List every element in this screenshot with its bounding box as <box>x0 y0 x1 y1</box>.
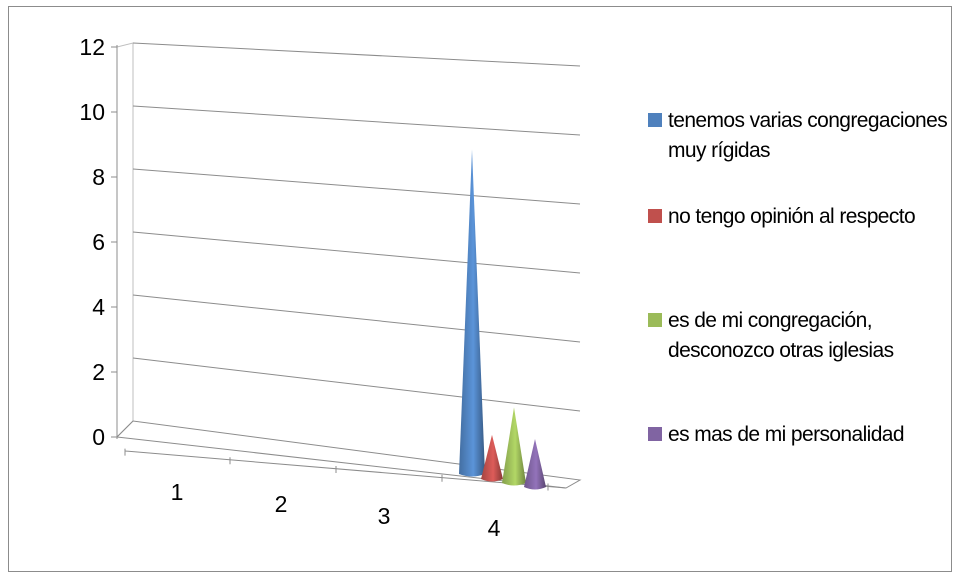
y-tick-label: 6 <box>92 229 105 255</box>
y-tick-label: 0 <box>92 424 105 450</box>
y-tick-label: 10 <box>79 99 105 125</box>
chart-frame <box>8 6 952 572</box>
legend-swatch-series-3 <box>648 313 662 327</box>
y-tick-label: 8 <box>92 164 105 190</box>
gridline <box>132 105 581 136</box>
y-tick-label: 4 <box>92 294 105 320</box>
floor <box>115 420 582 489</box>
gridline <box>132 357 581 412</box>
cone-series-1 <box>459 149 485 477</box>
legend-item-series-1: tenemos varias congregaciones muy rígida… <box>648 106 948 166</box>
y-tick-label: 12 <box>79 34 105 60</box>
legend-swatch-series-1 <box>648 113 662 127</box>
legend-label-series-2: no tengo opinión al respecto <box>668 205 916 228</box>
cone-series <box>459 149 546 490</box>
legend-swatch-series-4 <box>648 427 662 441</box>
x-tick-label: 3 <box>378 503 391 529</box>
legend-item-series-2: no tengo opinión al respecto <box>648 202 948 232</box>
gridline <box>132 231 581 274</box>
gridline <box>132 42 581 67</box>
cone-series-4 <box>524 439 546 490</box>
legend-label-series-4: es mas de mi personalidad <box>668 423 905 446</box>
gridline <box>132 294 581 343</box>
y-tick-label: 2 <box>92 359 105 385</box>
y-axis-ticks: 0 2 4 6 8 10 12 <box>79 34 117 450</box>
cone-series-2 <box>481 434 503 482</box>
gridlines <box>132 42 581 412</box>
side-wall <box>116 42 134 439</box>
legend-label-series-3: es de mi congregación, desconozco otras … <box>668 309 894 362</box>
x-axis-line <box>124 450 567 489</box>
legend-item-series-3: es de mi congregación, desconozco otras … <box>648 306 948 366</box>
x-tick-label: 4 <box>488 515 501 541</box>
legend-swatch-series-2 <box>648 209 662 223</box>
cone-series-3 <box>502 407 526 486</box>
legend-item-series-4: es mas de mi personalidad <box>648 420 948 450</box>
gridline <box>132 168 581 205</box>
x-tick-label: 2 <box>275 491 288 517</box>
x-tick-label: 1 <box>171 479 184 505</box>
x-axis-ticks: 1 2 3 4 <box>124 448 549 541</box>
legend-label-series-1: tenemos varias congregaciones muy rígida… <box>668 109 948 162</box>
